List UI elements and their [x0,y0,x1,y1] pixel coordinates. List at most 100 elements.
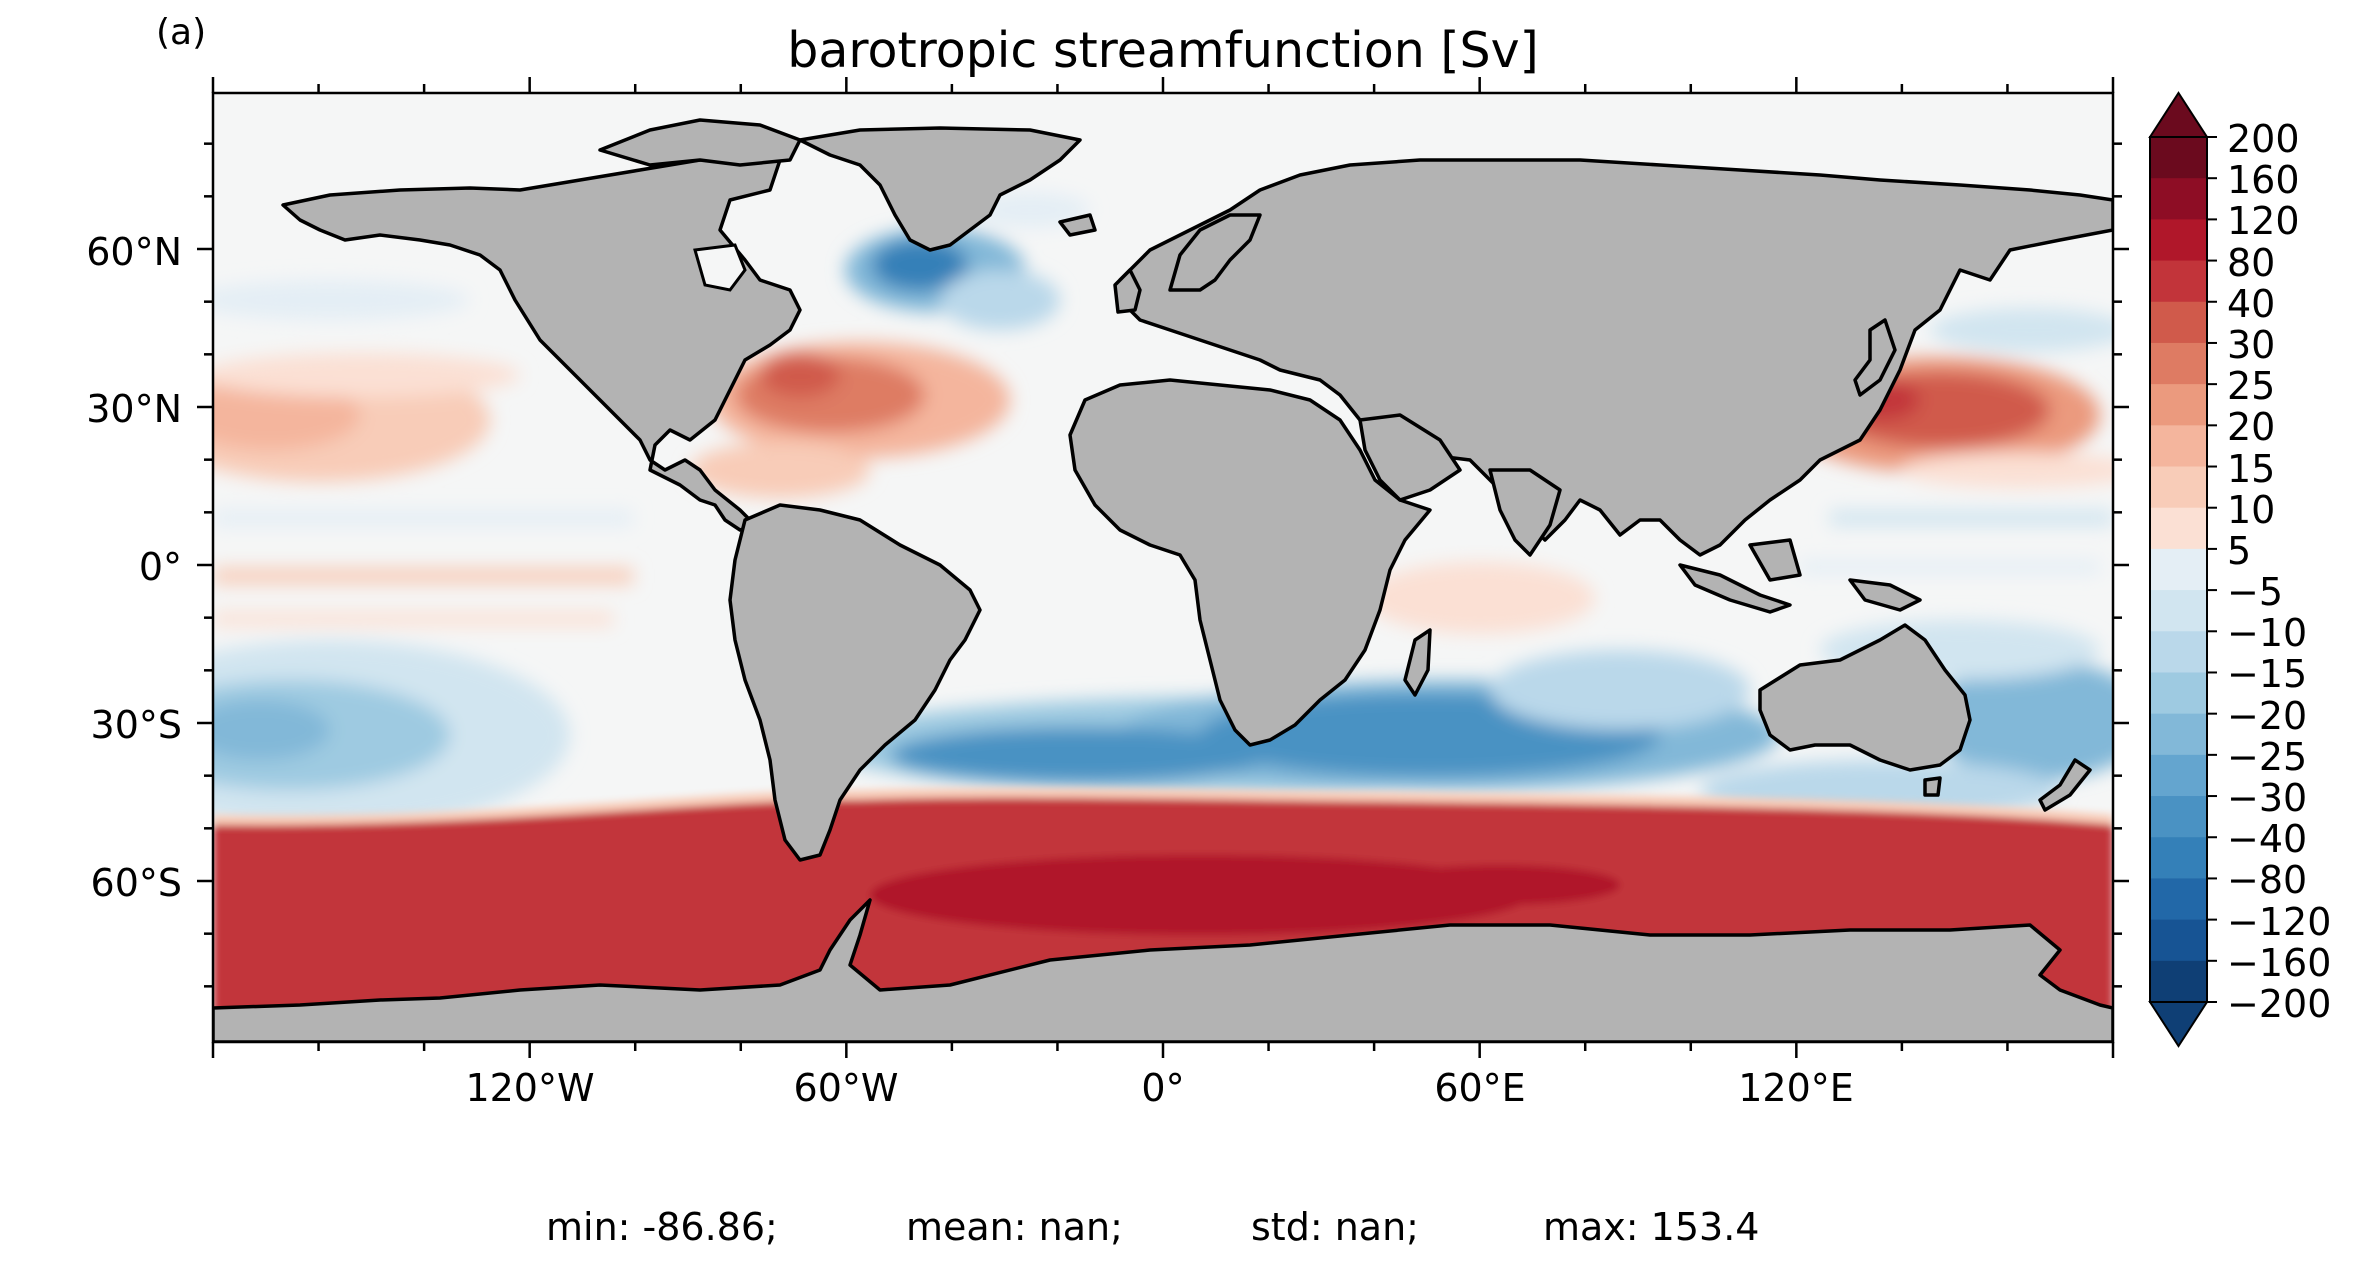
field-patch [1930,308,2113,352]
colorbar-segment [2150,178,2207,220]
field-patch [213,353,520,397]
x-tick-label: 0° [1141,1066,1185,1110]
land-new-zealand [2038,758,2092,812]
colorbar-extend-max [2148,91,2209,138]
x-tick-label: 120°W [465,1066,595,1110]
y-tick-label: 30°S [90,703,182,747]
colorbar-segment [2150,754,2207,797]
colorbar-tick-label: 200 [2227,117,2300,161]
y-tick-label: 30°N [86,387,182,431]
stat-max: max: 153.4 [1543,1205,1760,1249]
colorbar-segment [2150,548,2207,591]
colorbar-tick-label: 30 [2227,322,2276,367]
colorbar-segment [2150,878,2207,921]
land-new-guinea [1848,578,1922,612]
field-patch [1490,650,1750,730]
land-eurasia [1118,158,2113,557]
colorbar-segment [2150,590,2207,632]
field-patch [690,442,870,498]
colorbar-segment [2150,837,2207,880]
land-hudson-bay [693,243,747,292]
colorbar-segment [2150,466,2207,509]
field-patch [870,855,1530,935]
field-patch [213,700,330,760]
colorbar-segment [2150,919,2207,962]
land-japan [1853,318,1897,397]
x-tick-label: 120°E [1738,1066,1854,1110]
chart-title: barotropic streamfunction [Sv] [787,22,1539,79]
stats-line: min: -86.86; mean: nan; std: nan; max: 1… [0,1205,2362,1255]
colorbar-tick-label: −25 [2227,734,2308,779]
colorbar-extend-min [2148,1001,2209,1048]
colorbar-tick-label: 120 [2227,199,2300,244]
field-patch [213,612,613,626]
stat-mean: mean: nan; [906,1205,1123,1249]
y-tick-label: 0° [138,545,182,589]
colorbar-segment [2150,260,2207,303]
land-british-isles [1113,268,1142,314]
field-patch [213,280,470,320]
field-patch [760,353,840,397]
land-masses [213,118,2113,1042]
stat-min: min: -86.86; [546,1205,778,1249]
colorbar-tick-label: −40 [2227,817,2308,862]
colorbar-segment [2150,301,2207,344]
streamfunction-field [213,93,2113,1042]
y-tick-label: 60°S [90,861,182,905]
field-patch [213,510,633,526]
colorbar-tick-label: 160 [2227,158,2300,203]
colorbar-segment [2150,384,2207,426]
colorbar [2148,91,2217,1048]
colorbar-segment [2150,137,2207,179]
colorbar-segment [2150,960,2207,1003]
x-tick-label: 60°E [1434,1066,1526,1110]
field-patch [1800,560,2100,574]
colorbar-segment [2150,713,2207,756]
land-south-america [728,503,982,862]
colorbar-tick-label: 80 [2227,240,2276,285]
field-patch [890,727,1270,783]
field-patch [970,192,1090,228]
colorbar-tick-label: −10 [2227,611,2308,656]
colorbar-segment [2150,507,2207,550]
colorbar-frame [2149,136,2208,1003]
colorbar-segment [2150,796,2207,838]
colorbar-tick-label: −15 [2227,652,2308,697]
colorbar-tick-label: 15 [2227,446,2276,491]
land-arctic-islands [598,118,802,167]
axis-ticks [197,77,2129,1058]
land-tasmania [1923,776,1942,797]
field-patch [1830,510,2113,526]
field-patch [1930,660,2113,780]
colorbar-tick-label: −20 [2227,693,2308,738]
colorbar-tick-label: 5 [2227,528,2252,573]
field-patch [940,270,1060,330]
colorbar-tick-label: −5 [2227,570,2284,615]
land-indonesia [1678,563,1792,614]
land-greenland [798,126,1082,252]
colorbar-tick-label: −30 [2227,776,2308,821]
land-arabia [1358,413,1462,502]
panel-label: (a) [156,12,207,53]
colorbar-tick-label: −160 [2227,940,2332,985]
colorbar-tick-label: 20 [2227,405,2276,450]
colorbar-segment [2150,219,2207,262]
colorbar-segment [2150,342,2207,385]
land-scandinavia [1168,213,1262,292]
colorbar-segment [2150,672,2207,715]
field-patch [872,239,968,291]
field-patch [213,380,360,450]
colorbar-tick-label: −120 [2227,899,2332,944]
colorbar-segment [2150,631,2207,674]
land-borneo [1748,538,1802,582]
land-iceland [1058,213,1097,237]
land-australia [1758,623,1972,772]
field-patch [213,568,633,584]
colorbar-tick-label: 10 [2227,487,2276,532]
colorbar-segment [2150,425,2207,468]
field-patch [1380,865,1620,905]
land-africa [1068,378,1432,747]
stat-std: std: nan; [1251,1205,1419,1249]
x-tick-label: 60°W [793,1066,899,1110]
